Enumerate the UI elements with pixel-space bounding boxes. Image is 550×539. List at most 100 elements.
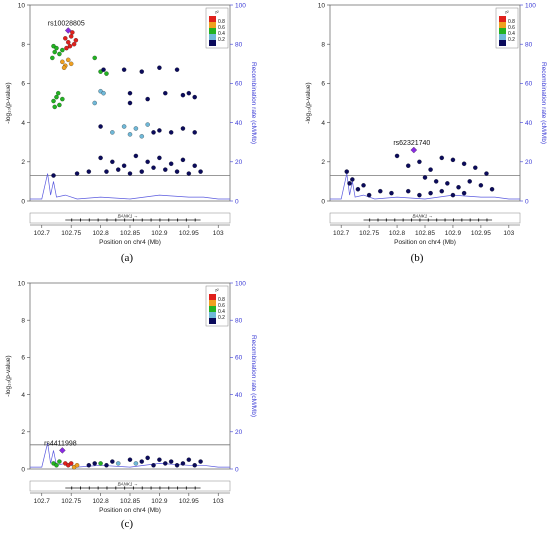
- gene-track: [29, 480, 231, 492]
- panel-caption: (b): [411, 252, 424, 264]
- snp-point: [54, 94, 59, 100]
- snp-point: [168, 459, 174, 464]
- gene-exon: [185, 218, 187, 222]
- snp-point: [68, 461, 74, 466]
- ld-legend-swatch: [209, 28, 216, 34]
- x-tick-label: 102.85: [120, 230, 140, 237]
- y-tick-label: 4: [21, 120, 25, 127]
- snp-point: [54, 463, 59, 468]
- gene-exon: [478, 218, 480, 222]
- gene-exon: [419, 218, 421, 222]
- ld-legend-tick: 0.6: [218, 303, 225, 309]
- snp-point: [378, 188, 383, 194]
- y-tick-label: 8: [321, 42, 325, 49]
- r-tick-label: 80: [235, 318, 243, 325]
- lead-snp-label: rs4411998: [44, 440, 77, 447]
- x-tick-label: 102.95: [179, 230, 199, 237]
- x-tick-label: 102.95: [179, 498, 199, 505]
- x-axis-label: Position on chr4 (Mb): [99, 507, 161, 514]
- gene-exon: [88, 218, 90, 222]
- snp-point: [192, 463, 197, 468]
- snp-point: [60, 47, 65, 53]
- y-tick-label: 2: [21, 429, 25, 436]
- snp-point: [52, 49, 57, 55]
- x-tick-label: 102.8: [389, 230, 406, 237]
- gene-exon: [402, 218, 404, 222]
- snp-point: [56, 90, 61, 96]
- snp-point: [51, 98, 56, 104]
- r-tick-label: 80: [235, 42, 243, 49]
- x-tick-label: 102.85: [415, 230, 435, 237]
- y-tick-label: 10: [18, 2, 26, 9]
- r-tick-label: 40: [525, 120, 533, 127]
- ld-legend-title: r²: [505, 10, 509, 16]
- snp-point: [461, 161, 467, 166]
- snp-point: [433, 179, 439, 184]
- x-tick-label: 102.75: [359, 230, 379, 237]
- gene-exon: [71, 486, 73, 490]
- gene-exon: [88, 486, 90, 490]
- snp-point: [101, 67, 106, 72]
- snp-point: [104, 169, 109, 174]
- ld-legend-swatch: [499, 40, 506, 46]
- snp-point: [145, 455, 150, 461]
- ld-legend-tick: 0.8: [218, 19, 225, 25]
- gene-track: [29, 212, 231, 224]
- snp-point: [180, 92, 186, 98]
- snp-point: [70, 30, 75, 35]
- snp-point: [406, 163, 411, 168]
- ld-legend-tick: 0.6: [218, 25, 225, 31]
- gene-exon: [377, 218, 379, 222]
- r-tick-label: 100: [525, 2, 536, 9]
- gene-exon: [194, 218, 196, 222]
- gene-exon: [106, 486, 108, 490]
- snp-point: [98, 155, 103, 161]
- snp-point: [439, 188, 444, 194]
- r-tick-label: 100: [235, 280, 246, 287]
- ld-legend-swatch: [209, 294, 216, 300]
- snp-point: [57, 459, 62, 464]
- gene-exon: [461, 218, 463, 222]
- gene-exon: [436, 218, 438, 222]
- snp-point: [461, 190, 467, 196]
- x-tick-label: 102.85: [120, 498, 140, 505]
- snp-point: [74, 171, 80, 176]
- r-tick-label: 40: [235, 120, 243, 127]
- snp-point: [110, 130, 115, 135]
- snp-point: [133, 153, 139, 159]
- y-tick-label: 0: [21, 198, 25, 205]
- snp-point: [104, 463, 109, 468]
- y2-axis-label: Recombination rate (cM/Mb): [250, 62, 257, 144]
- snp-point: [180, 157, 186, 163]
- snp-point: [180, 126, 186, 131]
- snp-point: [54, 45, 59, 51]
- snp-point: [344, 169, 349, 174]
- x-tick-label: 103: [213, 498, 224, 505]
- snp-point: [163, 167, 168, 172]
- snp-point: [186, 90, 192, 96]
- y-tick-label: 2: [21, 159, 25, 166]
- snp-point: [163, 90, 168, 96]
- gene-exon: [124, 486, 126, 490]
- gene-exon: [452, 218, 454, 222]
- snp-point: [428, 167, 433, 172]
- gene-exon: [394, 218, 396, 222]
- gene-exon: [185, 486, 187, 490]
- snp-point: [127, 171, 133, 176]
- snp-point: [64, 45, 69, 51]
- gene-exon: [469, 218, 471, 222]
- y-axis-label: -log₁₀(p-value): [5, 82, 12, 123]
- snp-point: [50, 55, 55, 61]
- snp-point: [347, 181, 352, 186]
- plot-frame: [29, 282, 231, 470]
- lead-snp-label: rs62321740: [393, 140, 430, 147]
- ld-legend-tick: 0.8: [508, 19, 515, 25]
- gene-exon: [115, 486, 117, 490]
- y-axis-label: -log₁₀(p-value): [5, 355, 12, 396]
- r-tick-label: 20: [235, 429, 243, 436]
- snp-point: [127, 457, 133, 462]
- x-tick-label: 102.7: [34, 498, 51, 505]
- gene-exon: [141, 218, 143, 222]
- r-tick-label: 0: [235, 198, 239, 205]
